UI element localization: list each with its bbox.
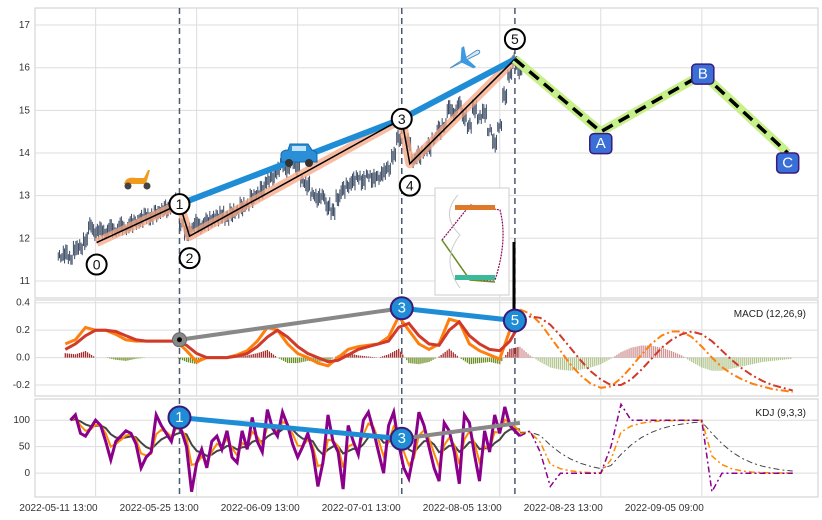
scooter-wheel — [124, 182, 132, 190]
wave-label-circle — [85, 253, 108, 276]
macd-divergence-point-dot — [176, 337, 182, 343]
x-tick-label: 2022-08-23 13:00 — [524, 503, 603, 514]
car-window — [292, 146, 306, 151]
macd-divergence-label: 5 — [511, 312, 519, 329]
wave-label: 3 — [398, 111, 406, 127]
wave-label: 2 — [186, 250, 194, 266]
projection-label: A — [596, 135, 606, 152]
macd-divergence-label: 3 — [398, 300, 406, 317]
inset-bar — [455, 205, 495, 210]
kdj-k-line — [69, 416, 521, 471]
kdj-d-projection — [520, 421, 793, 472]
macd-divergence-node — [389, 296, 414, 321]
car-wheel — [285, 159, 293, 167]
macd-projection-line — [519, 308, 793, 393]
kdj-divergence-node — [167, 405, 192, 430]
car-wheel — [305, 159, 313, 167]
wave-label-circle — [178, 247, 201, 270]
projection-node — [691, 63, 715, 85]
wave-label: 0 — [93, 257, 101, 273]
kdj-j-projection — [519, 402, 793, 495]
signal-line — [64, 319, 522, 364]
kdj-y-tick-label: 100 — [13, 415, 30, 426]
projection-node — [775, 152, 800, 174]
inset-thumbnail — [434, 187, 516, 318]
kdj-y-tick-label: 50 — [19, 442, 31, 453]
kdj-k-projection — [519, 419, 793, 474]
scooter-icon — [124, 170, 151, 190]
projection-label: C — [782, 155, 793, 172]
price-y-tick-label: 17 — [19, 20, 31, 31]
macd-divergence-line — [179, 306, 403, 342]
inset-curve — [441, 204, 504, 281]
signal-projection-line — [519, 315, 793, 392]
wave-label-circle — [390, 107, 413, 130]
airplane-wing — [460, 46, 477, 69]
scooter-wheel — [143, 182, 151, 190]
price-y-tick-label: 15 — [19, 105, 31, 116]
macd-y-tick-label: 0.0 — [16, 353, 30, 364]
kdj-legend: KDJ (9,3,3) — [755, 408, 806, 419]
kdj-j-line — [69, 406, 522, 492]
projection-line — [513, 57, 789, 155]
x-tick-label: 2022-05-11 13:00 — [19, 503, 98, 514]
projection-label: B — [698, 66, 708, 83]
kdj-divergence-line — [401, 420, 521, 441]
wave-label: 1 — [176, 196, 184, 212]
price-y-tick-label: 12 — [19, 233, 31, 244]
kdj-divergence-label: 3 — [398, 430, 406, 447]
macd-y-tick-label: 0.4 — [16, 298, 30, 309]
wave-line — [96, 58, 516, 244]
kdj-y-tick-label: 0 — [24, 468, 30, 479]
inset-curve — [449, 194, 461, 289]
kdj-d-line — [70, 418, 521, 457]
wave-label: 4 — [406, 178, 414, 194]
x-tick-label: 2022-08-05 13:00 — [423, 503, 502, 514]
macd-divergence-line — [401, 305, 516, 324]
macd-legend: MACD (12,26,9) — [734, 309, 806, 320]
kdj-panel — [34, 398, 819, 498]
price-y-tick-label: 11 — [20, 276, 31, 287]
x-tick-label: 2022-09-05 09:00 — [625, 503, 704, 514]
wave-label-circle — [168, 193, 191, 216]
macd-y-tick-label: 0.2 — [16, 325, 30, 336]
wave-label-circle — [398, 174, 421, 197]
kdj-divergence-label: 1 — [175, 409, 183, 426]
car-body — [280, 143, 318, 163]
inset-bar — [455, 275, 495, 280]
kdj-divergence-line — [179, 415, 402, 442]
wave-label-circle — [503, 28, 526, 51]
x-tick-label: 2022-05-25 13:00 — [120, 503, 199, 514]
projection-node — [589, 132, 613, 155]
scooter-body — [124, 170, 150, 184]
macd-y-tick-label: -0.2 — [13, 380, 31, 391]
price-y-tick-label: 14 — [19, 148, 31, 159]
airplane-icon — [449, 46, 481, 69]
x-tick-label: 2022-07-01 13:00 — [322, 503, 401, 514]
kdj-divergence-node — [389, 426, 414, 451]
price-y-tick-label: 13 — [19, 191, 31, 202]
car-icon — [280, 143, 318, 167]
wave-label: 5 — [511, 31, 519, 47]
x-tick-label: 2022-06-09 13:00 — [221, 503, 300, 514]
price-y-tick-label: 16 — [19, 63, 31, 74]
macd-divergence-node — [502, 308, 527, 333]
